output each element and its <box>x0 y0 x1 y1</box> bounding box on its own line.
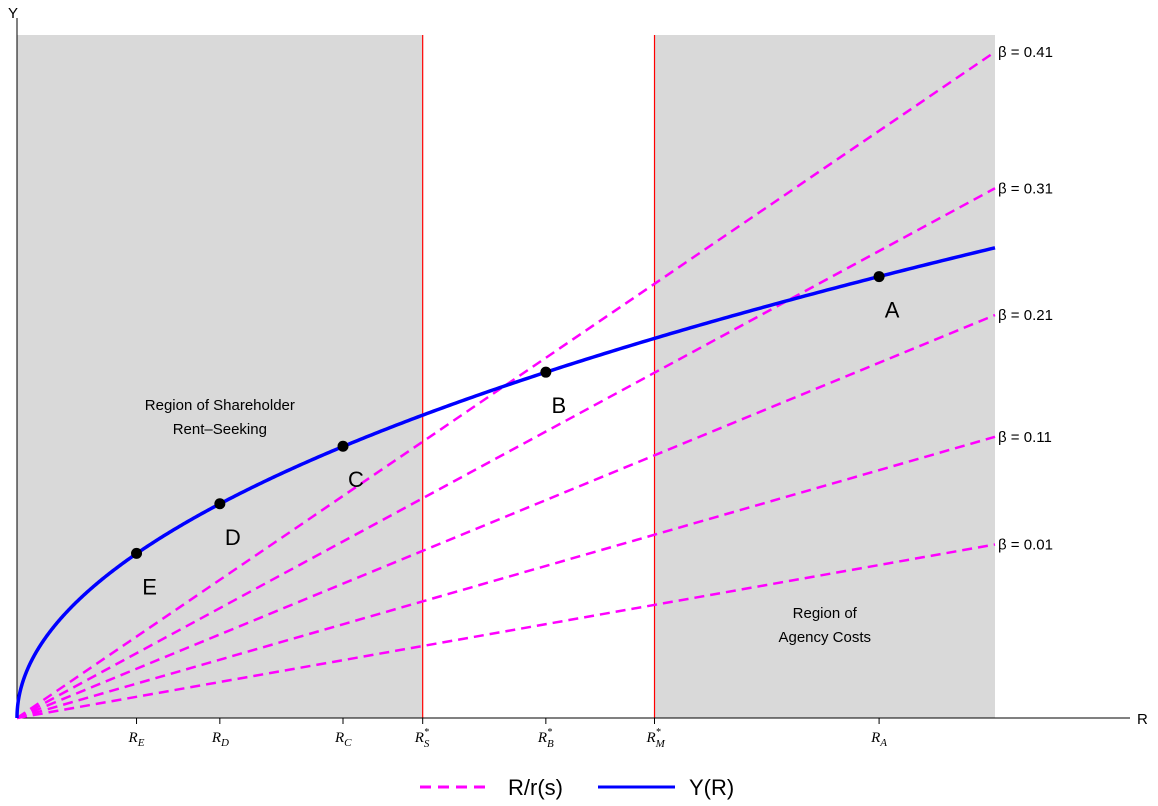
y-axis-title: Y <box>8 5 18 22</box>
dashed-line-1 <box>16 187 996 720</box>
point-E <box>131 547 143 559</box>
dashed-line-0 <box>16 50 996 720</box>
dashed-line-3 <box>16 435 996 720</box>
legend-label-dashed: R/r(s) <box>508 775 563 800</box>
tick-label-RE: RE <box>128 730 145 749</box>
point-label-A: A <box>885 298 900 323</box>
region-label-0-0: Region of Shareholder <box>145 397 295 414</box>
point-label-D: D <box>225 525 241 550</box>
dashed-series: β = 0.41 β = 0.31 β = 0.21 β = 0.11 β = 0.01 <box>16 44 1053 720</box>
region-label-0-1: Rent–Seeking <box>173 421 267 438</box>
shaded-region-1 <box>654 35 995 718</box>
y-curve <box>15 246 996 719</box>
beta-label-3: β = 0.11 <box>998 429 1052 446</box>
point-B <box>540 366 552 378</box>
dashed-line-4 <box>16 543 996 720</box>
shaded-region-0 <box>17 35 423 718</box>
point-label-C: C <box>348 467 364 492</box>
shaded-regions: Region of Shareholder Rent–Seeking Region … <box>17 35 995 718</box>
beta-label-4: β = 0.01 <box>998 536 1053 553</box>
tick-label-RC: RC <box>334 730 352 749</box>
tick-label-RA: RA <box>870 730 887 749</box>
beta-label-1: β = 0.31 <box>998 180 1053 197</box>
legend: R/r(s) Y(R) <box>420 775 734 800</box>
region-label-1-1: Agency Costs <box>778 629 871 646</box>
x-axis-title: R <box>1137 711 1148 728</box>
dashed-line-2 <box>16 313 996 720</box>
axes: Y R <box>8 5 1148 728</box>
beta-label-0: β = 0.41 <box>998 44 1053 61</box>
threshold-lines <box>422 35 656 718</box>
point-label-E: E <box>142 574 157 599</box>
curve-series <box>15 246 996 719</box>
legend-label-solid: Y(R) <box>689 775 734 800</box>
point-A <box>873 271 885 283</box>
point-C <box>337 440 349 452</box>
tick-label-RM: R* M <box>646 727 666 750</box>
tick-label-RB: R* B <box>537 727 554 750</box>
intersection-points: A B C D E <box>131 271 900 599</box>
tick-label-RS: R* S <box>414 727 430 750</box>
point-label-B: B <box>552 393 567 418</box>
tick-label-RD: RD <box>211 730 229 749</box>
point-D <box>214 498 226 510</box>
beta-label-2: β = 0.21 <box>998 307 1053 324</box>
region-label-1-0: Region of <box>793 605 858 622</box>
x-axis-ticks: RE RD RC R* S R* B R* M RA <box>128 718 887 750</box>
